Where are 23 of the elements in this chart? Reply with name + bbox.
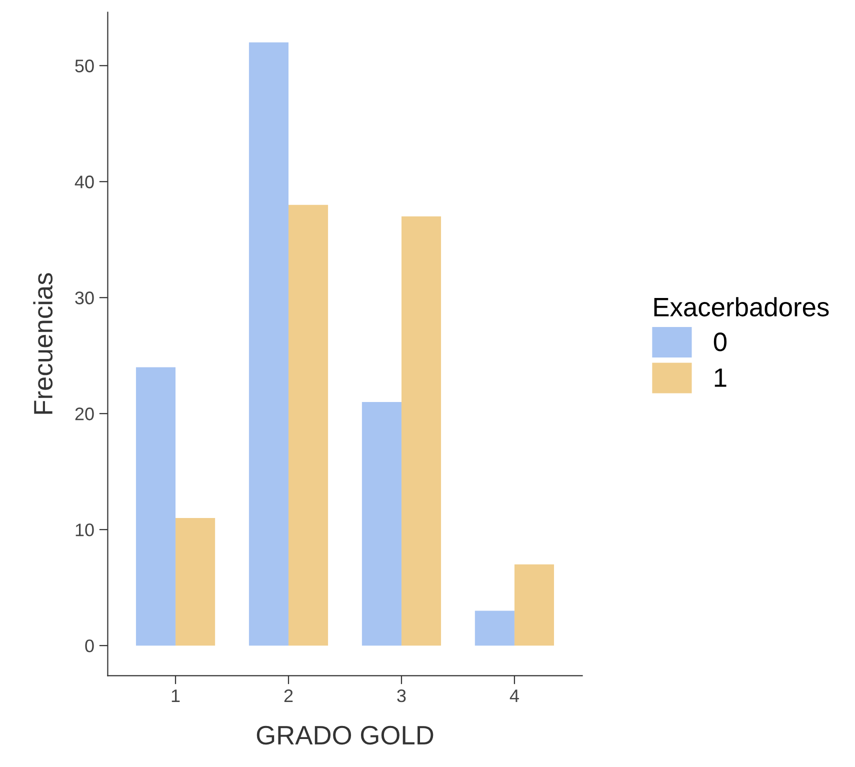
legend-label: 0 xyxy=(714,332,727,352)
bar xyxy=(176,518,216,646)
legend-label: 1 xyxy=(714,368,726,387)
bar xyxy=(474,610,514,646)
x-axis-title: GRADO GOLD xyxy=(256,726,434,745)
bar xyxy=(248,42,288,646)
bar xyxy=(514,564,554,646)
y-tick-label: 20 xyxy=(75,408,94,420)
bar xyxy=(362,402,402,646)
bar xyxy=(136,367,176,646)
x-tick-label: 3 xyxy=(397,689,406,702)
y-tick-label: 40 xyxy=(74,176,94,188)
y-tick-label: 50 xyxy=(75,60,94,72)
bar xyxy=(288,204,328,646)
x-tick-label: 1 xyxy=(172,690,180,702)
bar xyxy=(401,216,442,646)
x-tick-label: 4 xyxy=(510,690,519,702)
y-tick-label: 30 xyxy=(75,292,94,304)
y-axis-title: Frecuencias xyxy=(33,273,53,414)
y-tick-label: 10 xyxy=(76,524,94,536)
y-tick-label: 0 xyxy=(85,640,94,652)
legend-title: Exacerbadores xyxy=(654,297,829,316)
x-tick-label: 2 xyxy=(284,689,293,702)
